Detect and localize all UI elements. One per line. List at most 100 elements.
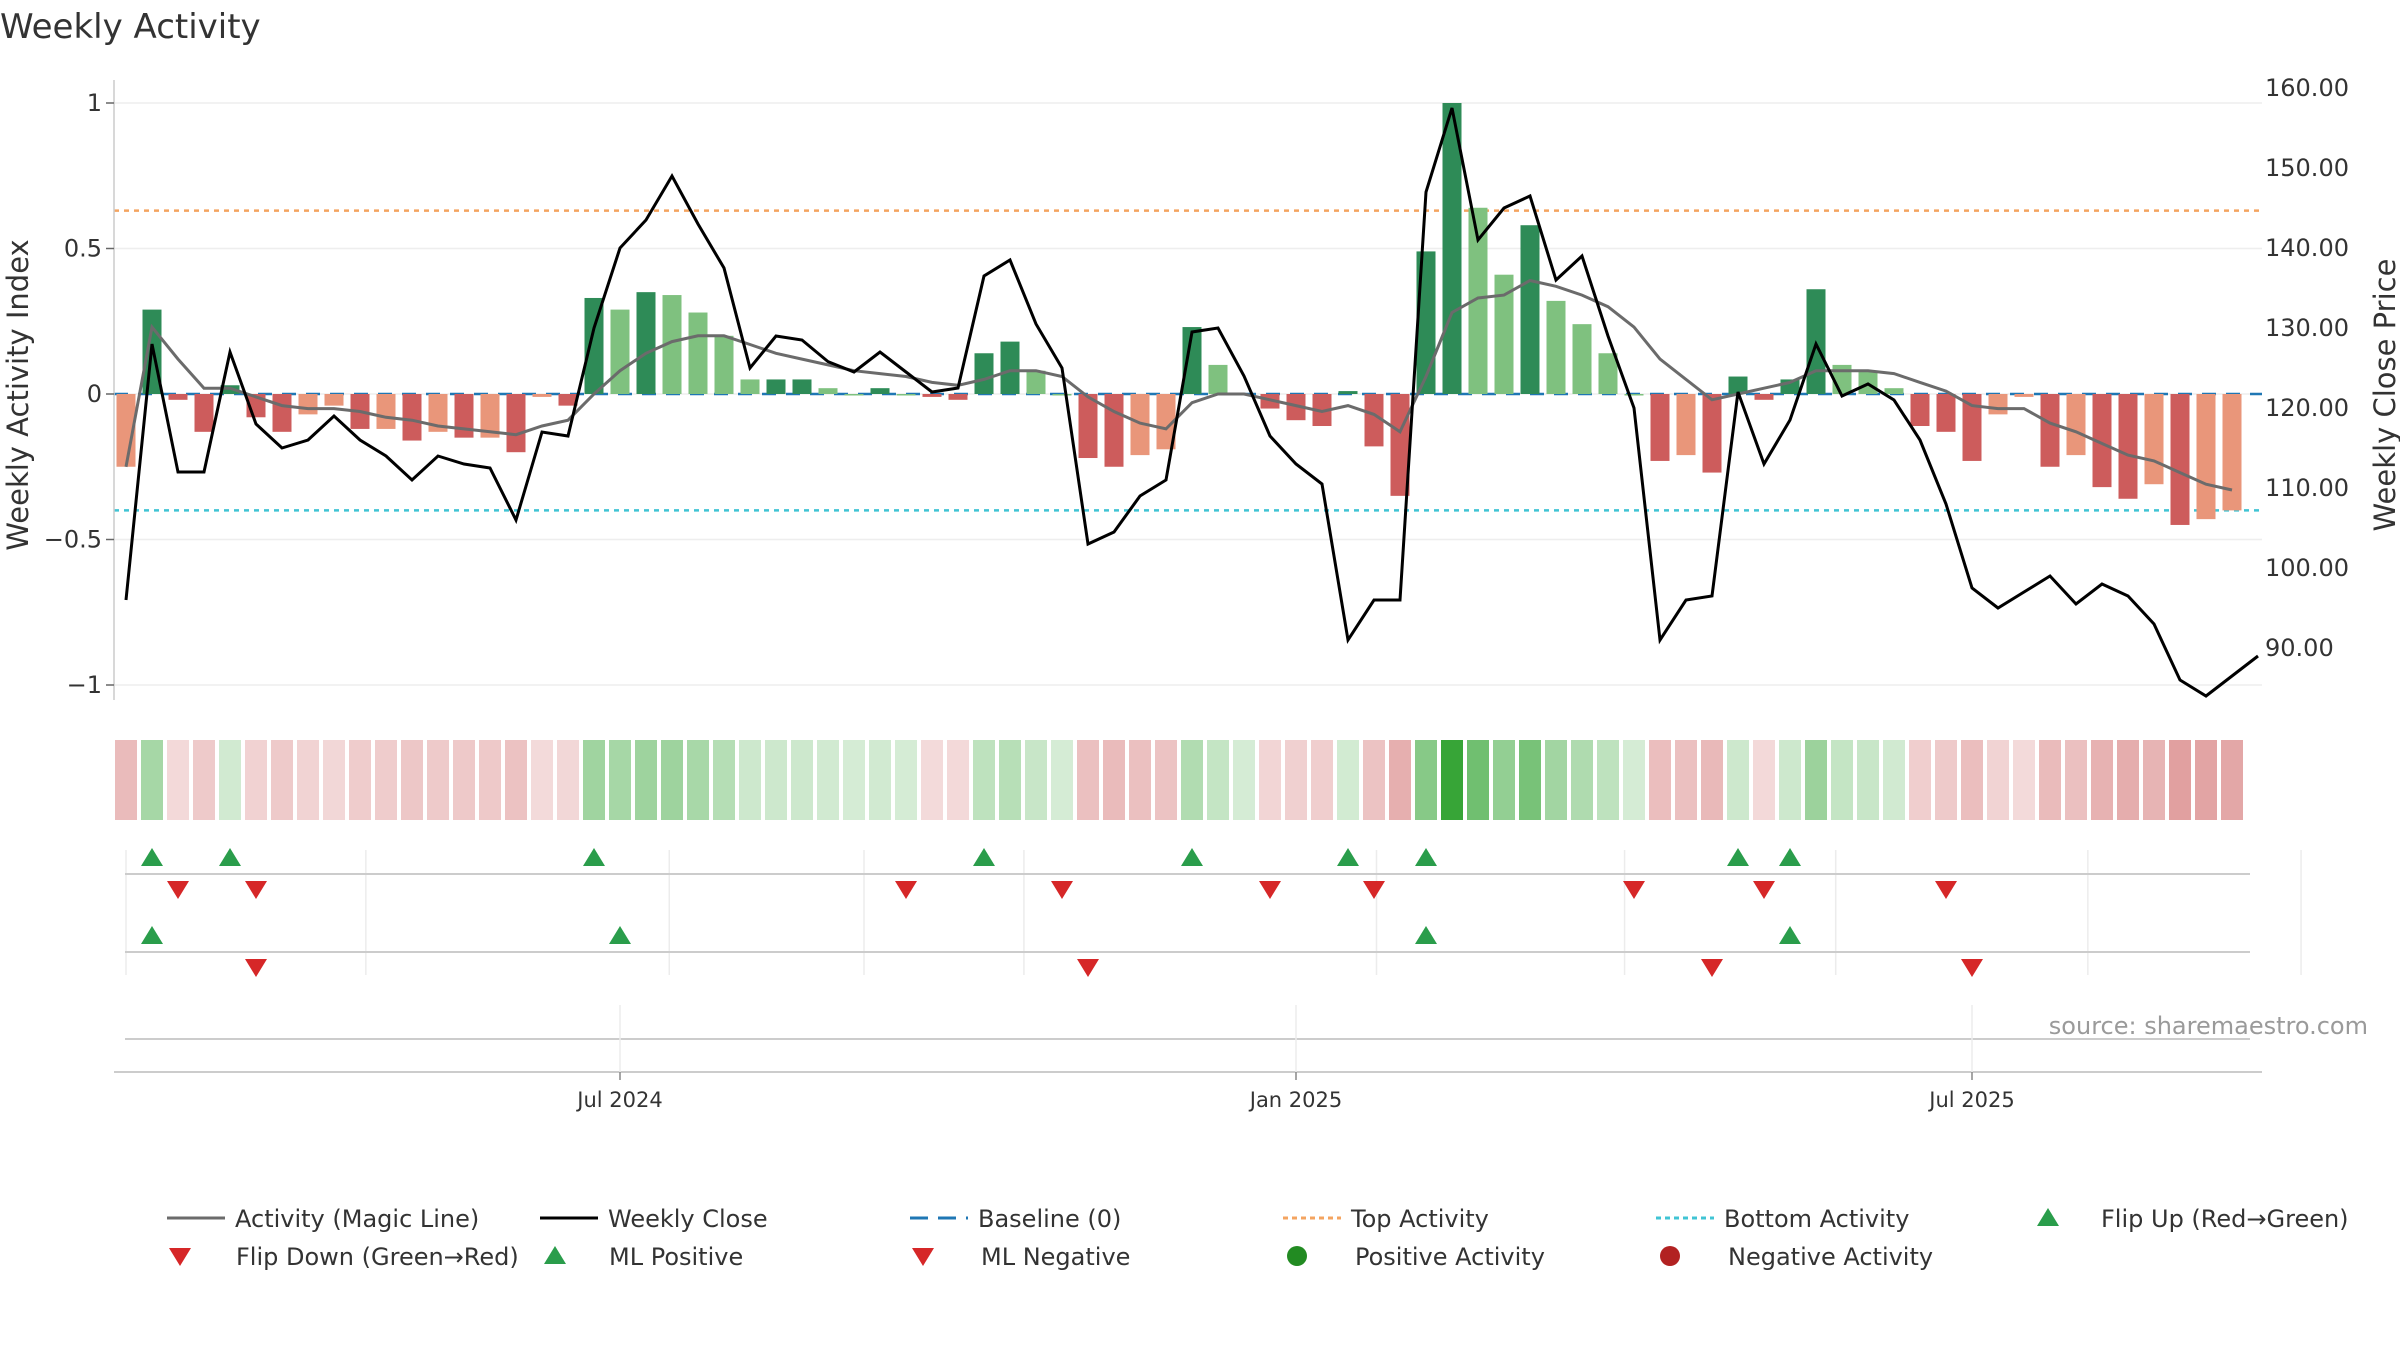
heat-cell xyxy=(1623,740,1645,820)
activity-bar xyxy=(1520,225,1540,394)
heat-cell xyxy=(895,740,917,820)
heat-cell xyxy=(1259,740,1281,820)
activity-bar xyxy=(2040,394,2060,467)
heat-cell xyxy=(1207,740,1229,820)
heat-cell xyxy=(1675,740,1697,820)
date-tick-label: Jan 2025 xyxy=(1248,1088,1343,1112)
heat-cell xyxy=(1233,740,1255,820)
activity-bar xyxy=(896,394,916,396)
heat-cell xyxy=(999,740,1021,820)
heat-cell xyxy=(193,740,215,820)
activity-bar xyxy=(1728,376,1748,394)
heat-cell xyxy=(1597,740,1619,820)
date-tick-label: Jul 2024 xyxy=(575,1088,662,1112)
activity-bar xyxy=(1000,341,1020,394)
flip-up-marker xyxy=(1727,848,1749,866)
heat-cell xyxy=(1545,740,1567,820)
flip-up-marker xyxy=(141,848,163,866)
legend-negative-dot-swatch xyxy=(1660,1246,1680,1266)
heat-cell xyxy=(1181,740,1203,820)
heat-cell xyxy=(2169,740,2191,820)
activity-bar xyxy=(2066,394,2086,456)
heat-cell xyxy=(1649,740,1671,820)
flip-down-marker xyxy=(1623,881,1645,899)
activity-bar xyxy=(1338,391,1358,394)
flip-up-marker xyxy=(1415,848,1437,866)
heat-cell xyxy=(921,740,943,820)
ml-positive-marker xyxy=(1779,926,1801,944)
heat-cell xyxy=(2091,740,2113,820)
activity-bar xyxy=(1494,274,1514,394)
heat-cell xyxy=(1805,740,1827,820)
activity-bar xyxy=(1650,394,1670,461)
heat-cell xyxy=(1415,740,1437,820)
right-tick-label: 100.00 xyxy=(2265,554,2349,582)
heat-cell xyxy=(1779,740,1801,820)
right-tick-label: 150.00 xyxy=(2265,154,2349,182)
legend-label: Top Activity xyxy=(1350,1205,1489,1233)
activity-bar xyxy=(636,292,656,394)
activity-bar xyxy=(1936,394,1956,432)
activity-bar xyxy=(610,309,630,394)
heat-cell xyxy=(349,740,371,820)
activity-bar xyxy=(194,394,214,432)
activity-bar xyxy=(1052,394,1072,396)
weekly-close-series xyxy=(124,107,2259,698)
activity-bar xyxy=(480,394,500,438)
activity-bar xyxy=(1078,394,1098,459)
activity-bar xyxy=(2222,394,2242,511)
heat-cell xyxy=(297,740,319,820)
legend: Activity (Magic Line) Weekly Close Baselin… xyxy=(167,1205,2349,1271)
activity-bar xyxy=(1676,394,1696,456)
heat-cell xyxy=(2221,740,2243,820)
activity-bar xyxy=(558,394,578,406)
heat-cell xyxy=(2013,740,2035,820)
legend-positive-dot-swatch xyxy=(1287,1246,1307,1266)
activity-bar xyxy=(1910,394,1930,427)
legend-label: Bottom Activity xyxy=(1724,1205,1909,1233)
heat-cell xyxy=(739,740,761,820)
activity-bar xyxy=(714,335,734,394)
main-panel: 1 0.5 0 −0.5 −1 160.00 150.00 140.00 130.00 120.… xyxy=(1,74,2400,700)
heat-cell xyxy=(323,740,345,820)
activity-bar xyxy=(1962,394,1982,461)
heat-cell xyxy=(609,740,631,820)
ml-positive-marker xyxy=(1415,926,1437,944)
flip-down-marker xyxy=(1051,881,1073,899)
activity-bar xyxy=(688,312,708,394)
heat-cell xyxy=(1337,740,1359,820)
activity-bar xyxy=(2014,394,2034,397)
heat-cell xyxy=(843,740,865,820)
activity-bar xyxy=(272,394,292,432)
activity-bar xyxy=(766,379,786,394)
activity-bar xyxy=(1884,388,1904,394)
activity-bar xyxy=(870,388,890,394)
legend-label: Positive Activity xyxy=(1355,1243,1545,1271)
heat-cell xyxy=(661,740,683,820)
heat-cell xyxy=(713,740,735,820)
heat-cell xyxy=(1103,740,1125,820)
heat-cell xyxy=(1025,740,1047,820)
heat-cell xyxy=(2065,740,2087,820)
activity-bar xyxy=(2144,394,2164,485)
heat-cell xyxy=(1155,740,1177,820)
heat-cell xyxy=(1129,740,1151,820)
heat-cell xyxy=(1883,740,1905,820)
flip-down-marker xyxy=(1363,881,1385,899)
right-tick-label: 120.00 xyxy=(2265,394,2349,422)
activity-bar xyxy=(740,379,760,394)
activity-bar xyxy=(1208,364,1228,394)
right-tick-label: 110.00 xyxy=(2265,474,2349,502)
legend-flip-down-swatch xyxy=(169,1248,191,1266)
heat-cell xyxy=(141,740,163,820)
ml-positive-marker xyxy=(141,926,163,944)
activity-bar xyxy=(2170,394,2190,525)
heat-cell xyxy=(1389,740,1411,820)
activity-bar xyxy=(376,394,396,429)
activity-bar xyxy=(168,394,188,400)
heat-cell xyxy=(791,740,813,820)
heat-cell xyxy=(1831,740,1853,820)
legend-flip-up-swatch xyxy=(2037,1208,2059,1226)
legend-ml-negative-swatch xyxy=(912,1248,934,1266)
